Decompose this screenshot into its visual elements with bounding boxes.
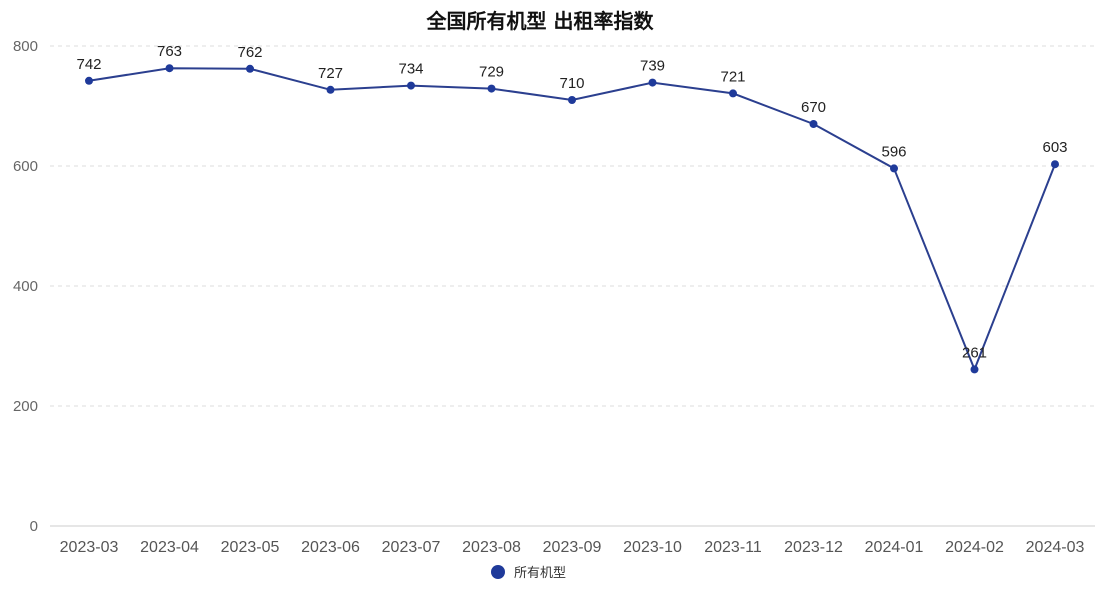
data-label: 742 xyxy=(76,56,101,73)
data-label: 710 xyxy=(559,75,584,92)
x-tick-label: 2023-10 xyxy=(623,539,682,556)
data-label: 762 xyxy=(237,44,262,61)
data-point xyxy=(246,64,254,73)
data-point xyxy=(407,81,415,90)
data-point xyxy=(648,78,657,87)
data-point xyxy=(729,89,737,98)
y-tick-label: 0 xyxy=(30,518,38,535)
data-point xyxy=(85,76,93,85)
x-tick-label: 2023-11 xyxy=(704,539,762,556)
y-tick-label: 800 xyxy=(13,38,38,55)
legend-marker-all-models xyxy=(491,565,505,579)
data-point xyxy=(1051,160,1059,169)
x-tick-label: 2023-05 xyxy=(221,539,280,556)
y-tick-label: 400 xyxy=(13,278,38,295)
data-label: 261 xyxy=(962,344,987,361)
data-label: 727 xyxy=(318,65,343,82)
x-tick-label: 2023-06 xyxy=(301,539,360,556)
x-tick-label: 2023-07 xyxy=(382,539,441,556)
data-label: 734 xyxy=(398,61,423,78)
data-point xyxy=(970,365,979,374)
y-axis: 0 200 400 600 800 xyxy=(13,38,38,535)
chart-title: 全国所有机型 出租率指数 xyxy=(426,9,655,33)
x-tick-label: 2023-04 xyxy=(140,539,199,556)
x-tick-label: 2023-08 xyxy=(462,539,521,556)
data-point xyxy=(890,164,898,173)
y-tick-label: 200 xyxy=(13,398,38,415)
data-label: 670 xyxy=(801,99,826,116)
x-axis: 2023-03 2023-04 2023-05 2023-06 2023-07 2023-… xyxy=(50,525,1095,556)
y-tick-label: 600 xyxy=(13,158,38,175)
data-point xyxy=(809,120,818,128)
data-labels: 742 763 762 727 734 729 710 739 721 670 596 261 603 xyxy=(76,43,1067,361)
legend[interactable]: 所有机型 xyxy=(491,565,566,581)
grid-lines xyxy=(50,45,1095,407)
data-label: 763 xyxy=(157,43,182,60)
data-point xyxy=(568,96,576,104)
x-tick-label: 2023-09 xyxy=(543,539,602,556)
data-point xyxy=(487,84,496,93)
series-line xyxy=(88,67,1056,373)
x-tick-label: 2023-03 xyxy=(60,539,119,556)
data-label: 729 xyxy=(479,64,504,81)
data-point xyxy=(326,85,335,94)
legend-label-all-models: 所有机型 xyxy=(514,566,566,581)
x-tick-label: 2023-12 xyxy=(784,539,843,556)
data-point xyxy=(165,64,174,73)
data-label: 739 xyxy=(640,58,665,75)
x-tick-label: 2024-01 xyxy=(865,539,924,556)
data-label: 603 xyxy=(1042,139,1067,156)
x-tick-label: 2024-02 xyxy=(945,539,1004,556)
data-label: 596 xyxy=(881,143,906,160)
x-tick-label: 2024-03 xyxy=(1026,539,1085,556)
data-label: 721 xyxy=(720,68,745,85)
series-all-models xyxy=(85,64,1059,374)
